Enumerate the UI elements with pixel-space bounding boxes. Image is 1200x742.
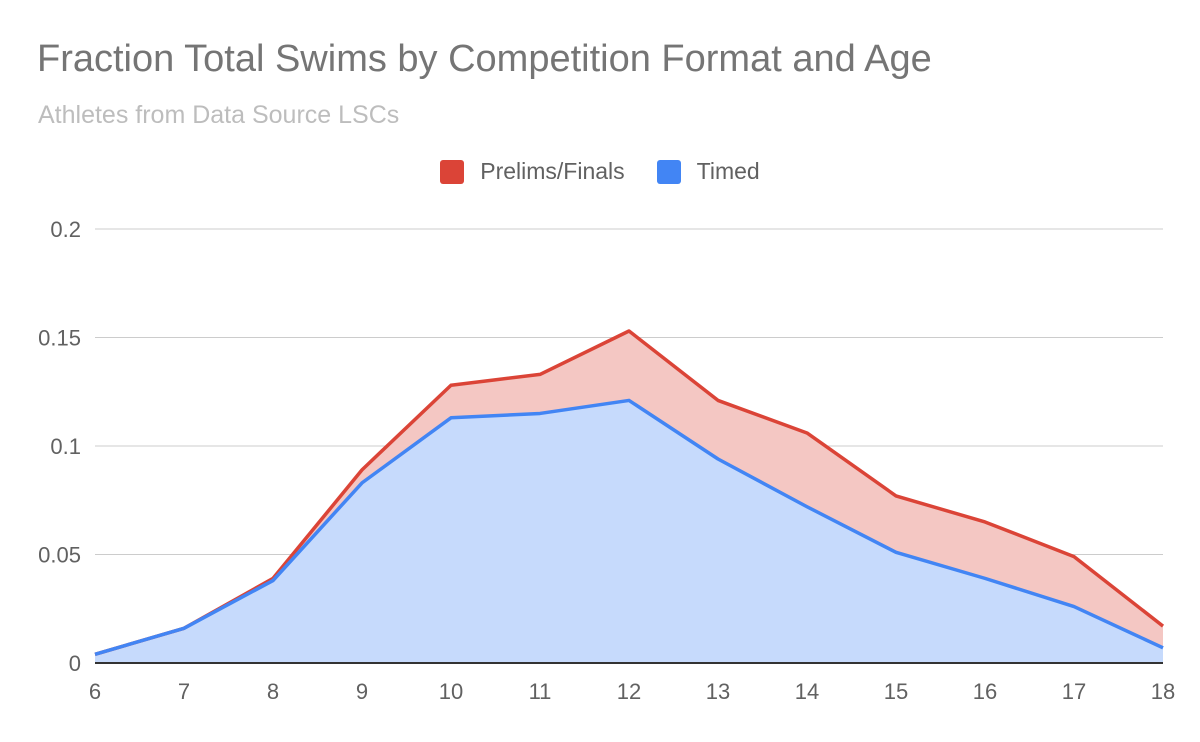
x-tick-label-7: 13 xyxy=(706,679,730,704)
y-tick-label-1: 0.05 xyxy=(38,543,81,568)
area-timed xyxy=(95,400,1163,663)
legend-swatch-prelims-finals xyxy=(440,159,465,184)
legend-label-prelims-finals: Prelims/Finals xyxy=(480,158,625,184)
x-tick-label-2: 8 xyxy=(267,679,279,704)
x-tick-label-11: 17 xyxy=(1062,679,1086,704)
line-timed xyxy=(94,398,1164,656)
legend: Prelims/Finals Timed xyxy=(0,158,1200,185)
chart-title: Fraction Total Swims by Competition Form… xyxy=(37,38,932,80)
x-tick-label-5: 11 xyxy=(529,679,552,704)
x-tick-label-10: 16 xyxy=(973,679,997,704)
x-tick-label-6: 12 xyxy=(617,679,641,704)
x-tick-label-4: 10 xyxy=(439,679,463,704)
y-tick-label-4: 0.2 xyxy=(50,217,81,242)
legend-item-prelims-finals[interactable]: Prelims/Finals xyxy=(440,158,625,185)
legend-label-timed: Timed xyxy=(696,158,760,184)
x-tick-label-8: 14 xyxy=(795,679,819,704)
y-tick-label-3: 0.15 xyxy=(38,326,81,351)
chart-subtitle: Athletes from Data Source LSCs xyxy=(38,101,400,129)
x-tick-label-12: 18 xyxy=(1151,679,1175,704)
legend-item-timed[interactable]: Timed xyxy=(656,158,760,185)
x-tick-label-9: 15 xyxy=(884,679,908,704)
x-tick-label-3: 9 xyxy=(356,679,368,704)
legend-swatch-timed xyxy=(656,159,681,184)
y-tick-label-2: 0.1 xyxy=(50,434,81,459)
x-tick-label-1: 7 xyxy=(178,679,190,704)
x-tick-label-0: 6 xyxy=(89,679,101,704)
y-tick-label-0: 0 xyxy=(69,651,81,676)
